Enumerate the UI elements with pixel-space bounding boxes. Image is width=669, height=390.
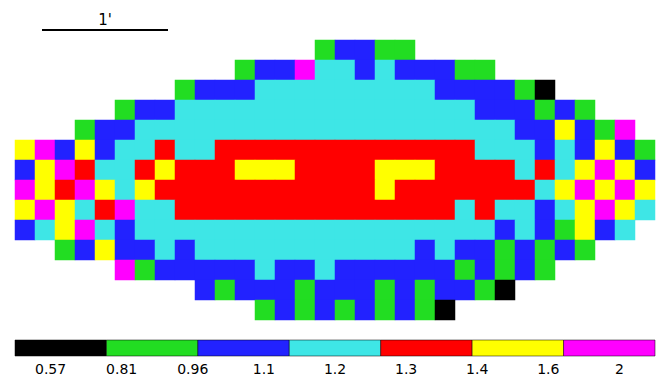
svg-text:0.81: 0.81	[106, 361, 137, 377]
svg-text:1.6: 1.6	[537, 361, 559, 377]
svg-text:1': 1'	[98, 11, 112, 29]
svg-text:0.57: 0.57	[35, 361, 66, 377]
svg-text:1.4: 1.4	[466, 361, 488, 377]
svg-text:1.2: 1.2	[324, 361, 346, 377]
svg-text:1.1: 1.1	[253, 361, 275, 377]
svg-text:2: 2	[615, 361, 624, 377]
svg-text:0.96: 0.96	[177, 361, 208, 377]
svg-text:1.3: 1.3	[395, 361, 417, 377]
